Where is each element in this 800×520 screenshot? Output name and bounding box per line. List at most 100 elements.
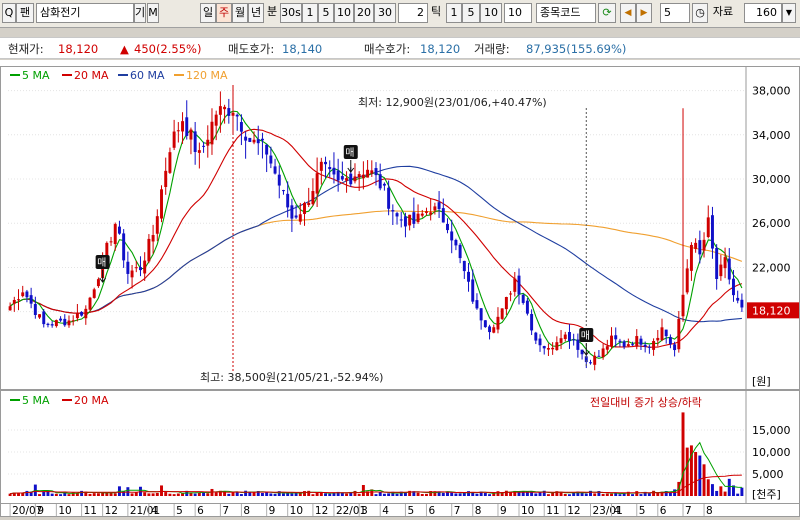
m-button[interactable]: M: [147, 3, 159, 23]
volume-bar: [273, 493, 277, 496]
volume-bar: [25, 490, 29, 496]
chevron-down-icon[interactable]: ▼: [782, 3, 796, 23]
tick-10-button[interactable]: 10: [480, 3, 502, 23]
gi-button[interactable]: 기: [134, 3, 146, 23]
candle-body: [702, 239, 706, 251]
ask-label: 매도호가:: [228, 42, 275, 56]
next-arrow-icon[interactable]: ▶: [636, 3, 652, 23]
candle-body: [324, 161, 328, 165]
chart-area[interactable]: 38,00034,00030,00026,00022,00018,000[원]5…: [0, 60, 800, 517]
candle-body: [122, 233, 126, 261]
period-day-button[interactable]: 일: [200, 3, 216, 23]
x-tick-label: 12: [105, 505, 118, 517]
volume-bar: [483, 493, 487, 496]
candle-body: [63, 318, 67, 326]
volume-bar: [172, 494, 176, 496]
data-label: 자료: [712, 5, 734, 18]
volume-bar: [685, 447, 689, 496]
period-minute-label[interactable]: 분: [266, 5, 278, 18]
candle-body: [723, 257, 727, 269]
volume-bar: [42, 491, 46, 496]
candle-body: [25, 291, 29, 298]
candle-body: [593, 355, 597, 365]
candle-body: [88, 297, 92, 310]
period-30min-button[interactable]: 30: [374, 3, 396, 23]
volume-bar: [546, 494, 550, 496]
candle-body: [504, 297, 508, 310]
volume-legend: 5 MA 20 MA: [10, 394, 109, 407]
stock-name-field[interactable]: 삼화전기: [36, 3, 134, 23]
candle-body: [75, 313, 79, 319]
candle-body: [597, 355, 601, 357]
candle-body: [446, 223, 449, 231]
candle-body: [467, 271, 470, 282]
volume-bar: [530, 491, 534, 496]
volume-bar: [584, 493, 588, 496]
volume-bar: [660, 491, 664, 496]
period-month-button[interactable]: 월: [232, 3, 248, 23]
volume-bar: [366, 491, 370, 496]
period-5min-button[interactable]: 5: [318, 3, 334, 23]
volume-bar: [181, 493, 185, 496]
current-price: 18,120: [58, 42, 99, 56]
period-10min-button[interactable]: 10: [334, 3, 354, 23]
x-tick-label: 4: [614, 505, 621, 517]
volume-bar: [420, 494, 424, 496]
volume-bar: [740, 487, 744, 496]
volume-bar: [639, 494, 643, 496]
tick-value-field[interactable]: 2: [398, 3, 428, 23]
candle-body: [546, 348, 550, 350]
volume-bar: [193, 493, 197, 496]
candle-body: [525, 300, 529, 314]
search-list-button[interactable]: 팬: [16, 3, 34, 23]
candle-body: [500, 308, 504, 319]
count-field[interactable]: 5: [660, 3, 690, 23]
search-button[interactable]: Q: [2, 3, 16, 23]
volume-bar: [160, 485, 163, 496]
volume-bar: [467, 491, 470, 496]
candle-body: [235, 114, 239, 117]
stock-chart[interactable]: 38,00034,00030,00026,00022,00018,000[원]5…: [0, 60, 800, 517]
volume-bar: [652, 490, 656, 496]
candle-body: [265, 144, 269, 155]
price-change: 450(2.55%): [134, 42, 202, 56]
x-tick-label: 4: [151, 505, 158, 517]
stock-code-field[interactable]: 종목코드: [536, 3, 596, 23]
volume-bar: [446, 491, 449, 496]
candle-body: [46, 323, 50, 326]
tick-1-button[interactable]: 1: [446, 3, 462, 23]
candle-body: [374, 168, 378, 176]
candle-body: [185, 117, 189, 136]
period-20min-button[interactable]: 20: [354, 3, 374, 23]
candle-body: [387, 187, 391, 209]
volume-panel: [0, 390, 800, 504]
period-30s-button[interactable]: 30s: [280, 3, 302, 23]
period-year-button[interactable]: 년: [248, 3, 264, 23]
candle-body: [67, 320, 71, 326]
candle-body: [727, 258, 731, 280]
candle-body: [559, 338, 563, 343]
period-week-button[interactable]: 주: [216, 3, 232, 23]
data-count-select[interactable]: 160: [744, 3, 782, 23]
prev-arrow-icon[interactable]: ◀: [620, 3, 636, 23]
candle-body: [59, 318, 63, 321]
x-tick-label: 7: [454, 505, 461, 517]
volume-bar: [155, 492, 159, 496]
tick-input-field[interactable]: 10: [504, 3, 532, 23]
volume-bar: [63, 491, 67, 496]
refresh-icon[interactable]: ⟳: [598, 3, 616, 23]
volume-bar: [689, 445, 693, 496]
candle-body: [382, 183, 386, 186]
volume-bar: [235, 491, 239, 496]
volume-legend-label-1: 20 MA: [74, 394, 109, 407]
volume-bar: [509, 492, 513, 496]
volume-bar: [542, 490, 546, 496]
tick-5-button[interactable]: 5: [462, 3, 480, 23]
candle-body: [168, 152, 172, 173]
candle-body: [147, 238, 151, 262]
clock-icon[interactable]: ◷: [692, 3, 708, 23]
volume-bar: [702, 464, 706, 496]
volume-bar: [719, 486, 723, 496]
period-1min-button[interactable]: 1: [302, 3, 318, 23]
candle-body: [399, 219, 403, 221]
